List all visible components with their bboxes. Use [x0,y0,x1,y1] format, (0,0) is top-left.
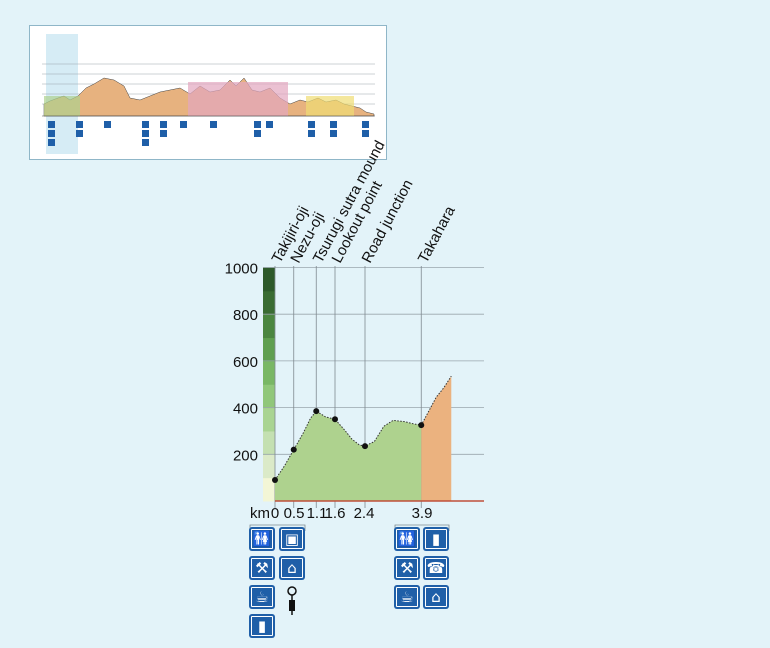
y-tick-label: 1000 [225,261,258,278]
drinking-water-icon: ☕ [394,585,420,609]
waypoint-dot [290,446,297,453]
telephone-icon: ☎ [423,556,449,580]
y-tick-label: 400 [233,401,258,418]
info-point-icon [283,585,301,615]
scale-band [263,454,275,479]
segment-area-1 [275,411,422,501]
y-tick-label: 200 [233,447,258,464]
overview-minimap [29,25,387,160]
gift-shop-icon: ▣ [279,527,305,551]
scale-band [263,290,275,315]
toilet-icon: 🚻 [394,527,420,551]
drinking-water-icon: ☕ [249,585,275,609]
x-tick-label: 0.5 [284,505,305,522]
x-tick-label: 1.6 [325,505,346,522]
lodging-icon: ⌂ [423,585,449,609]
bus-stop-icon: ▮ [423,527,449,551]
scale-band [263,337,275,362]
scale-band [263,360,275,385]
lodging-icon: ⌂ [279,556,305,580]
waypoint-dot [313,408,320,415]
scale-band [263,407,275,432]
rest-area-icon: ⚒ [249,556,275,580]
rest-area-icon: ⚒ [394,556,420,580]
y-tick-label: 800 [233,307,258,324]
x-tick-label: 0 [271,505,279,522]
scale-band [263,477,275,502]
x-tick-label: 2.4 [354,505,375,522]
scale-band [263,267,275,292]
waypoint-name: Takahara [415,203,459,266]
x-tick-label: 3.9 [412,505,433,522]
waypoint-dot [272,476,278,483]
y-tick-label: 600 [233,354,258,371]
waypoint-dot [418,422,425,429]
bus-stop-icon: ▮ [249,614,275,638]
scale-band [263,430,275,455]
waypoint-dot [362,443,368,450]
scale-band [263,384,275,409]
scale-band [263,314,275,339]
elevation-scale-bar [263,267,275,502]
x-tick-label: 1.1 [307,505,328,522]
elevation-areas [275,376,452,501]
x-axis-label: km [250,505,270,522]
profile-line [274,375,452,481]
overview-profile [42,34,375,154]
waypoint-dot [332,416,338,423]
segment-area-2 [421,376,452,501]
toilet-icon: 🚻 [249,527,275,551]
chart-marks [272,375,484,502]
